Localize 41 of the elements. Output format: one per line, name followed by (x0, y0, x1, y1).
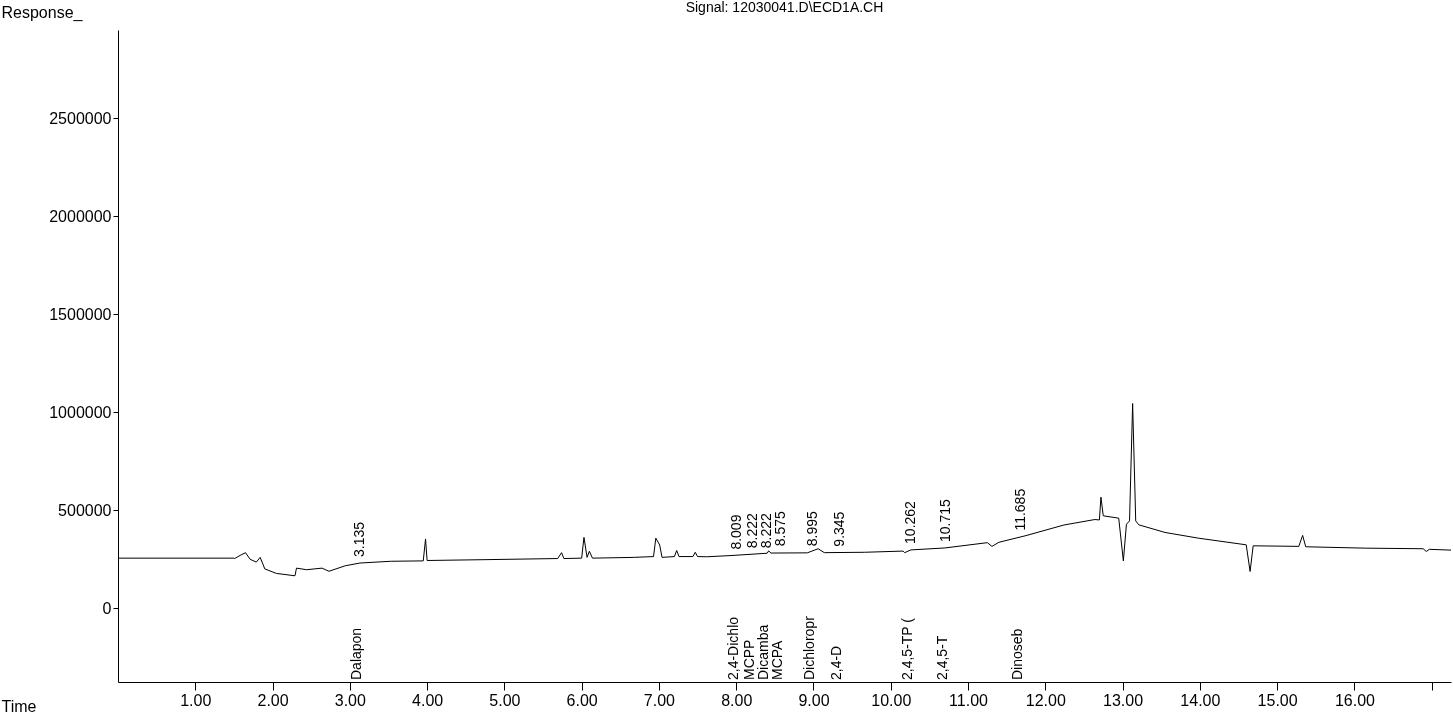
x-tick-label: 11.00 (949, 691, 989, 709)
annotation: 3.135 (351, 521, 368, 558)
y-tick-label: 2500000 (49, 109, 112, 127)
y-tick-label: 1500000 (49, 305, 112, 323)
annotation: 8.009 (727, 514, 744, 550)
x-tick-label: 10.00 (871, 691, 912, 709)
x-tick-label: 16.00 (1334, 691, 1376, 709)
x-tick-label: 3.00 (334, 691, 366, 709)
annotation: MCPP (741, 639, 758, 680)
annotation: Dichloropr (801, 615, 818, 680)
annotation: 2,4-Dichlo (724, 616, 741, 680)
annotation: 10.262 (902, 500, 918, 544)
x-tick-label: 15.00 (1257, 691, 1298, 709)
annotation: Dalapon (348, 627, 365, 680)
y-tick-label: 1000000 (49, 403, 112, 421)
x-axis-title: Time (1, 697, 37, 715)
y-tick-label: 0 (102, 599, 112, 617)
x-tick-label: 8.00 (721, 691, 753, 709)
x-tick-label: 6.00 (566, 691, 598, 709)
x-tick-label: 12.00 (1025, 691, 1066, 709)
x-tick-label: 4.00 (412, 691, 444, 709)
annotation: 2,4,5-T (934, 635, 951, 680)
annotation: Dinoseb (1008, 628, 1025, 680)
x-tick-label: 9.00 (798, 691, 830, 709)
x-tick-label: 2.00 (257, 691, 289, 709)
annotation: 2,4,5-TP ( (899, 617, 915, 680)
chart-title: Signal: 12030041.D\ECD1A.CH (685, 0, 884, 15)
x-tick-label: 7.00 (643, 691, 676, 709)
annotation: 9.345 (831, 511, 848, 547)
x-tick-label: 5.00 (489, 691, 521, 709)
annotation: 11.685 (1011, 488, 1028, 531)
y-axis-title: Response_ (1, 3, 84, 22)
x-tick-label: 13.00 (1103, 691, 1144, 709)
x-tick-label: 14.00 (1180, 691, 1221, 709)
y-tick-label: 2000000 (49, 207, 112, 225)
annotation: 8.222 (744, 512, 761, 549)
annotation: 10.715 (937, 498, 954, 542)
annotation: 8.995 (804, 511, 821, 547)
y-tick-label: 500000 (58, 501, 112, 519)
annotation: 2,4-D (828, 645, 845, 680)
x-tick-label: 1.00 (180, 691, 212, 709)
